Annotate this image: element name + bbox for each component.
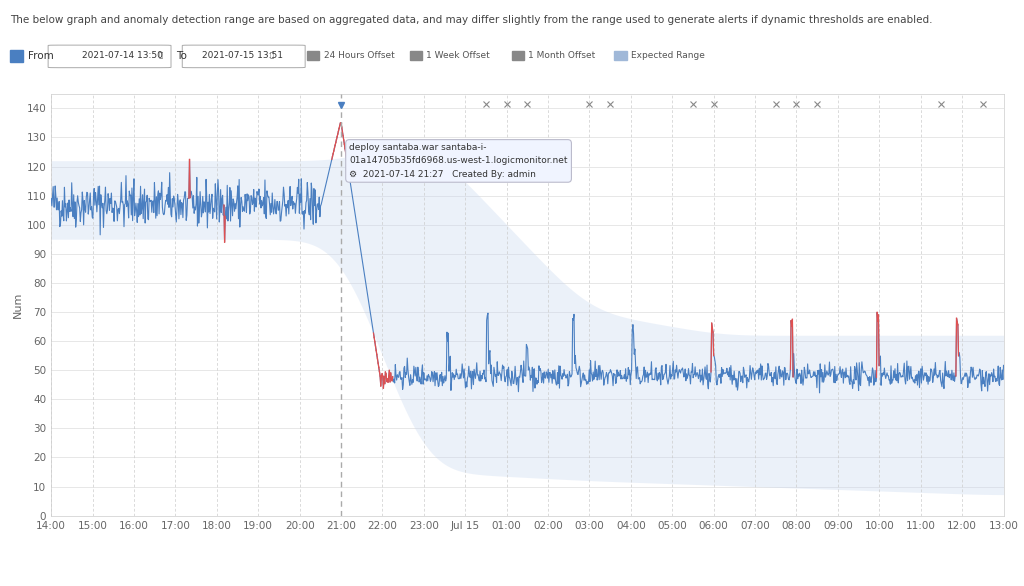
Bar: [512, 52, 524, 60]
Text: 1 Month Offset: 1 Month Offset: [528, 51, 596, 60]
Text: 2021-07-15 13:51: 2021-07-15 13:51: [202, 50, 283, 60]
Bar: [307, 52, 319, 60]
Text: 1 Week Offset: 1 Week Offset: [426, 51, 489, 60]
FancyBboxPatch shape: [182, 45, 305, 67]
Y-axis label: Num: Num: [12, 291, 23, 318]
Text: ⬛: ⬛: [159, 52, 163, 59]
Text: 24 Hours Offset: 24 Hours Offset: [324, 51, 394, 60]
Text: Expected Range: Expected Range: [631, 51, 705, 60]
Bar: [614, 52, 627, 60]
Bar: [10, 50, 23, 62]
Text: To: To: [176, 50, 187, 61]
Text: The below graph and anomaly detection range are based on aggregated data, and ma: The below graph and anomaly detection ra…: [10, 15, 933, 25]
Text: ⬛: ⬛: [269, 52, 273, 59]
FancyBboxPatch shape: [48, 45, 171, 67]
Text: From: From: [28, 50, 53, 61]
Text: deploy santaba.war santaba-i-
01a14705b35fd6968.us-west-1.logicmonitor.net
⚙  20: deploy santaba.war santaba-i- 01a14705b3…: [349, 143, 568, 179]
Text: 2021-07-14 13:50: 2021-07-14 13:50: [82, 50, 163, 60]
Bar: [410, 52, 422, 60]
